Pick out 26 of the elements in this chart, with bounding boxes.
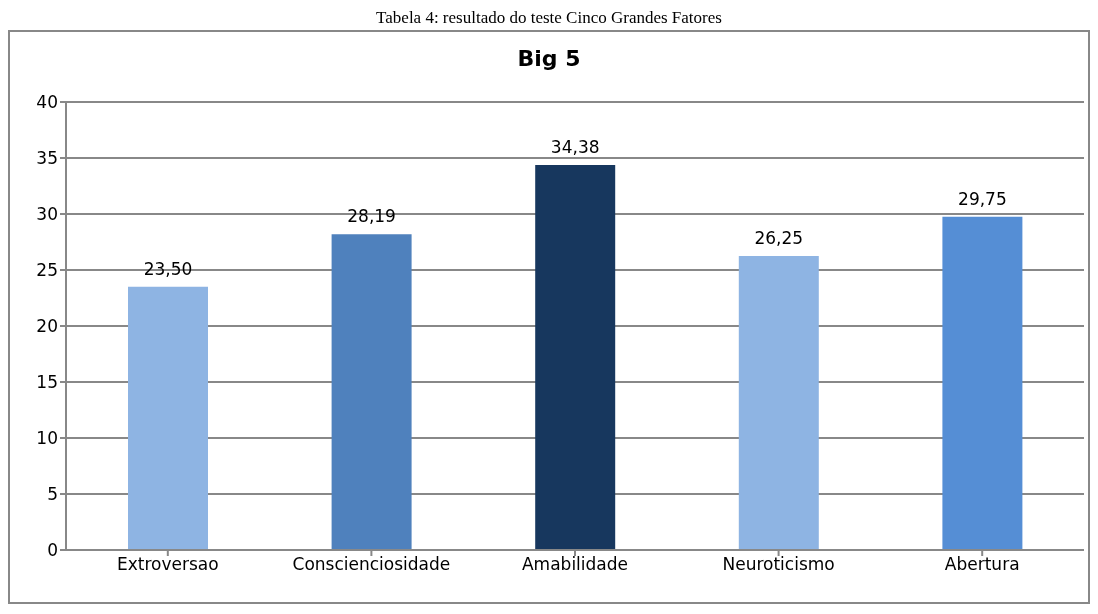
x-tick-label: Extroversao [116, 554, 219, 575]
x-tick-label: Conscienciosidade [292, 554, 451, 575]
bar [535, 164, 616, 550]
bar [128, 286, 208, 550]
data-label: 29,75 [958, 188, 1007, 209]
bar [942, 216, 1023, 550]
text: Tabela 4: resultado do teste Cinco Grandes Fatores [375, 8, 723, 29]
bar [738, 256, 819, 550]
data-label: 28,19 [347, 206, 396, 227]
y-tick-label: 30 [36, 204, 58, 225]
bar [331, 234, 412, 550]
y-tick-label: 25 [36, 260, 58, 281]
y-tick-label: 20 [36, 316, 58, 337]
y-tick-label: 0 [47, 540, 58, 561]
y-tick-label: 35 [36, 148, 58, 169]
y-tick-label: 5 [47, 484, 58, 505]
data-label: 26,25 [754, 228, 804, 248]
x-tick-label: Abertura [944, 554, 1020, 575]
y-tick-label: 10 [36, 428, 58, 449]
x-tick-label: Amabilidade [521, 554, 629, 575]
chart-title: Big 5 [516, 45, 582, 73]
x-tick-label: Neuroticismo [722, 554, 835, 575]
y-tick-label: 15 [36, 372, 58, 393]
data-label: 34,38 [550, 136, 600, 157]
y-tick-label: 40 [36, 92, 58, 113]
data-label: 23,50 [143, 258, 193, 279]
